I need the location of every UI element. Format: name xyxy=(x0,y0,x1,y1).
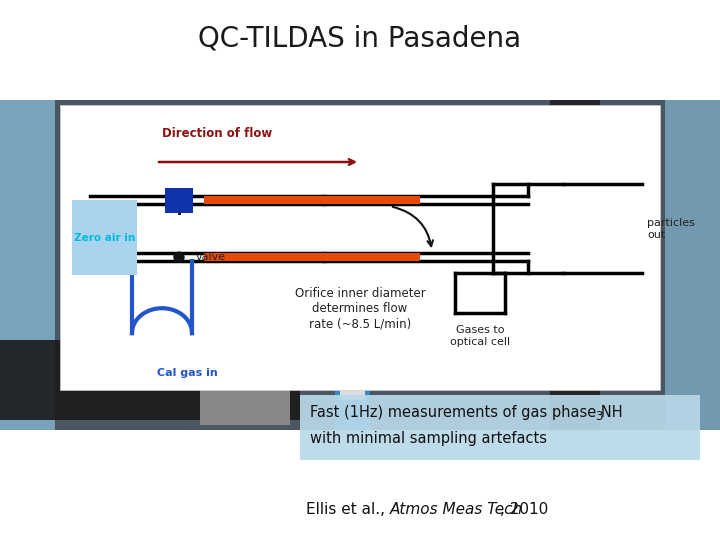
Text: , 2010: , 2010 xyxy=(500,503,548,517)
Circle shape xyxy=(174,252,184,262)
Text: 3: 3 xyxy=(595,410,603,423)
FancyBboxPatch shape xyxy=(300,395,700,460)
FancyBboxPatch shape xyxy=(0,100,55,430)
Text: valve: valve xyxy=(196,252,226,262)
FancyBboxPatch shape xyxy=(340,350,365,400)
FancyBboxPatch shape xyxy=(55,100,665,430)
Text: Zero air in: Zero air in xyxy=(74,233,135,242)
FancyBboxPatch shape xyxy=(0,340,300,420)
Text: Direction of flow: Direction of flow xyxy=(162,127,272,140)
FancyBboxPatch shape xyxy=(72,200,137,275)
FancyBboxPatch shape xyxy=(665,100,720,430)
FancyBboxPatch shape xyxy=(60,105,660,390)
Text: Cal gas in: Cal gas in xyxy=(157,368,217,378)
FancyBboxPatch shape xyxy=(0,100,720,430)
Text: Gases to
optical cell: Gases to optical cell xyxy=(450,325,510,347)
FancyBboxPatch shape xyxy=(550,100,600,430)
FancyBboxPatch shape xyxy=(204,253,420,261)
Text: Orifice inner diameter
determines flow
rate (~8.5 L/min): Orifice inner diameter determines flow r… xyxy=(294,287,426,330)
Text: Ellis et al.,: Ellis et al., xyxy=(306,503,390,517)
Text: Atmos Meas Tech: Atmos Meas Tech xyxy=(390,503,523,517)
FancyBboxPatch shape xyxy=(165,188,193,213)
FancyBboxPatch shape xyxy=(200,370,290,425)
Text: QC-TILDAS in Pasadena: QC-TILDAS in Pasadena xyxy=(199,24,521,52)
Text: with minimal sampling artefacts: with minimal sampling artefacts xyxy=(310,431,547,447)
Text: Fast (1Hz) measurements of gas phase NH: Fast (1Hz) measurements of gas phase NH xyxy=(310,406,623,421)
FancyBboxPatch shape xyxy=(335,280,370,430)
Text: particles
out: particles out xyxy=(647,218,695,240)
FancyBboxPatch shape xyxy=(204,196,420,204)
